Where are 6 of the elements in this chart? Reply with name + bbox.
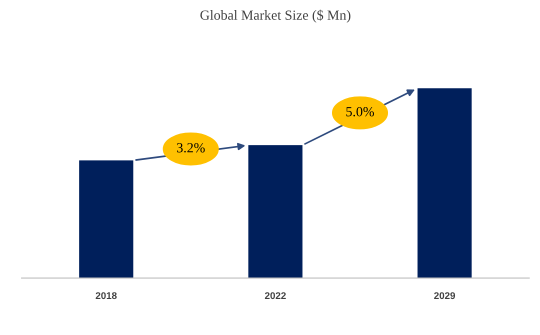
annotation: 5.0%	[346, 107, 374, 116]
x-tick-label: 2029	[434, 292, 456, 300]
annotation: 3.2%	[177, 143, 205, 152]
chart-title: Global Market Size ($ Mn)	[200, 10, 350, 23]
x-tick-label: 2018	[96, 292, 117, 300]
x-tick-label: 2022	[264, 292, 286, 300]
